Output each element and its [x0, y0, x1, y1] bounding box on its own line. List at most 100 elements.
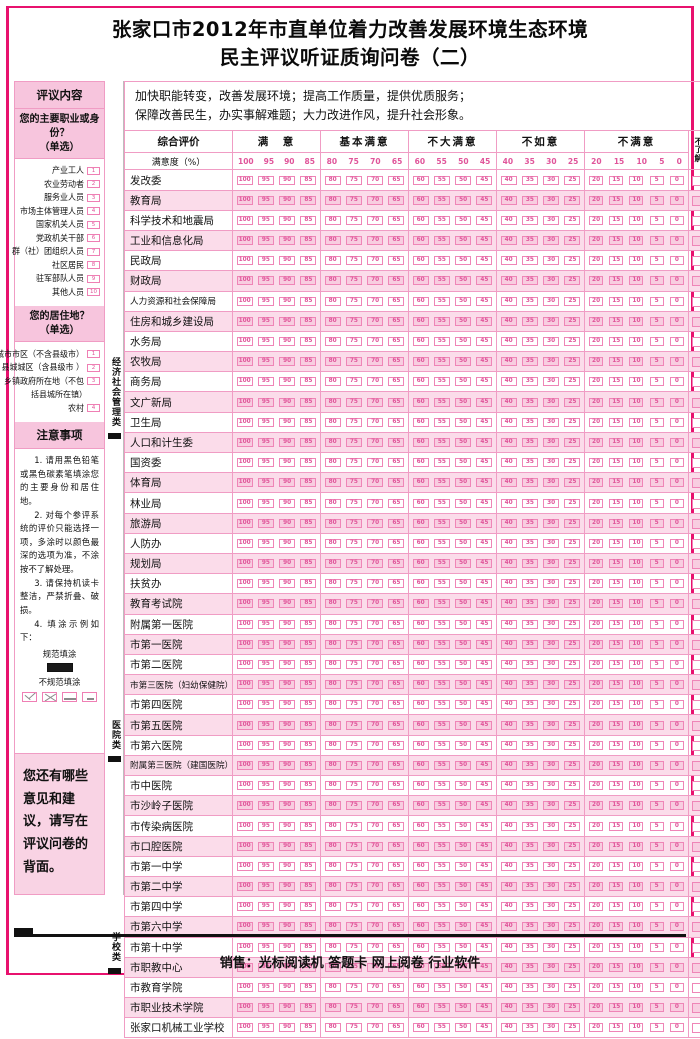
score-bubble[interactable]: 90 — [279, 943, 295, 952]
score-bubble[interactable]: 90 — [279, 418, 295, 427]
score-bubble[interactable]: 35 — [522, 478, 538, 487]
score-bubble[interactable]: 25 — [564, 801, 580, 810]
score-bubble[interactable]: 5 — [650, 700, 664, 709]
score-bubble[interactable]: 85 — [300, 377, 316, 386]
score-bubble[interactable]: 95 — [258, 620, 274, 629]
score-bubble[interactable]: 5 — [650, 559, 664, 568]
score-bubble[interactable]: 80 — [325, 902, 341, 911]
score-bubble[interactable]: 75 — [346, 398, 362, 407]
score-bubble[interactable]: 5 — [650, 398, 664, 407]
unknown-bubble[interactable] — [692, 236, 700, 246]
occupation-option-bubble[interactable]: 6 — [87, 234, 100, 242]
score-bubble[interactable]: 15 — [609, 700, 623, 709]
score-bubble[interactable]: 15 — [609, 478, 623, 487]
score-bubble[interactable]: 25 — [564, 741, 580, 750]
score-bubble[interactable]: 95 — [258, 680, 274, 689]
unknown-bubble[interactable] — [692, 640, 700, 650]
score-bubble[interactable]: 35 — [522, 640, 538, 649]
score-bubble[interactable]: 65 — [388, 721, 404, 730]
score-bubble[interactable]: 85 — [300, 458, 316, 467]
score-bubble[interactable]: 20 — [589, 418, 603, 427]
score-bubble[interactable]: 50 — [455, 176, 471, 185]
score-bubble[interactable]: 30 — [543, 357, 559, 366]
score-bubble[interactable]: 20 — [589, 539, 603, 548]
score-bubble[interactable]: 75 — [346, 640, 362, 649]
score-bubble[interactable]: 90 — [279, 478, 295, 487]
score-bubble[interactable]: 65 — [388, 196, 404, 205]
score-bubble[interactable]: 45 — [476, 196, 492, 205]
score-bubble[interactable]: 25 — [564, 862, 580, 871]
score-bubble[interactable]: 40 — [501, 902, 517, 911]
score-bubble[interactable]: 50 — [455, 882, 471, 891]
score-bubble[interactable]: 90 — [279, 761, 295, 770]
score-bubble[interactable]: 85 — [300, 781, 316, 790]
score-bubble[interactable]: 10 — [629, 418, 643, 427]
score-bubble[interactable]: 100 — [237, 196, 253, 205]
occupation-option-bubble[interactable]: 9 — [87, 275, 100, 283]
score-bubble[interactable]: 85 — [300, 902, 316, 911]
score-bubble[interactable]: 75 — [346, 256, 362, 265]
score-bubble[interactable]: 75 — [346, 680, 362, 689]
score-bubble[interactable]: 35 — [522, 438, 538, 447]
unknown-bubble[interactable] — [692, 256, 700, 266]
score-bubble[interactable]: 10 — [629, 478, 643, 487]
score-bubble[interactable]: 50 — [455, 317, 471, 326]
score-bubble[interactable]: 15 — [609, 620, 623, 629]
score-bubble[interactable]: 25 — [564, 579, 580, 588]
score-bubble[interactable]: 20 — [589, 1023, 603, 1032]
score-bubble[interactable]: 50 — [455, 458, 471, 467]
score-bubble[interactable]: 65 — [388, 761, 404, 770]
score-bubble[interactable]: 90 — [279, 1003, 295, 1012]
score-bubble[interactable]: 95 — [258, 882, 274, 891]
score-bubble[interactable]: 0 — [670, 781, 684, 790]
score-bubble[interactable]: 35 — [522, 398, 538, 407]
score-bubble[interactable]: 50 — [455, 499, 471, 508]
score-bubble[interactable]: 15 — [609, 499, 623, 508]
score-bubble[interactable]: 90 — [279, 559, 295, 568]
score-bubble[interactable]: 25 — [564, 276, 580, 285]
score-bubble[interactable]: 65 — [388, 943, 404, 952]
score-bubble[interactable]: 90 — [279, 458, 295, 467]
score-bubble[interactable]: 50 — [455, 943, 471, 952]
score-bubble[interactable]: 65 — [388, 599, 404, 608]
score-bubble[interactable]: 100 — [237, 902, 253, 911]
score-bubble[interactable]: 35 — [522, 1003, 538, 1012]
unknown-bubble[interactable] — [692, 478, 700, 488]
score-bubble[interactable]: 15 — [609, 1003, 623, 1012]
score-bubble[interactable]: 100 — [237, 721, 253, 730]
score-bubble[interactable]: 85 — [300, 478, 316, 487]
score-bubble[interactable]: 80 — [325, 478, 341, 487]
score-bubble[interactable]: 50 — [455, 256, 471, 265]
score-bubble[interactable]: 60 — [413, 579, 429, 588]
score-bubble[interactable]: 40 — [501, 983, 517, 992]
score-bubble[interactable]: 50 — [455, 438, 471, 447]
score-bubble[interactable]: 30 — [543, 297, 559, 306]
score-bubble[interactable]: 85 — [300, 276, 316, 285]
score-bubble[interactable]: 5 — [650, 902, 664, 911]
score-bubble[interactable]: 10 — [629, 317, 643, 326]
score-bubble[interactable]: 15 — [609, 337, 623, 346]
score-bubble[interactable]: 30 — [543, 761, 559, 770]
score-bubble[interactable]: 55 — [434, 700, 450, 709]
score-bubble[interactable]: 40 — [501, 499, 517, 508]
score-bubble[interactable]: 0 — [670, 842, 684, 851]
score-bubble[interactable]: 45 — [476, 741, 492, 750]
score-bubble[interactable]: 55 — [434, 1023, 450, 1032]
score-bubble[interactable]: 50 — [455, 842, 471, 851]
score-bubble[interactable]: 30 — [543, 176, 559, 185]
score-bubble[interactable]: 35 — [522, 761, 538, 770]
score-bubble[interactable]: 20 — [589, 1003, 603, 1012]
score-bubble[interactable]: 65 — [388, 983, 404, 992]
unknown-bubble[interactable] — [692, 842, 700, 852]
score-bubble[interactable]: 55 — [434, 499, 450, 508]
score-bubble[interactable]: 15 — [609, 579, 623, 588]
score-bubble[interactable]: 0 — [670, 478, 684, 487]
score-bubble[interactable]: 20 — [589, 983, 603, 992]
score-bubble[interactable]: 65 — [388, 317, 404, 326]
score-bubble[interactable]: 5 — [650, 357, 664, 366]
score-bubble[interactable]: 65 — [388, 458, 404, 467]
unknown-bubble[interactable] — [692, 822, 700, 832]
score-bubble[interactable]: 45 — [476, 276, 492, 285]
